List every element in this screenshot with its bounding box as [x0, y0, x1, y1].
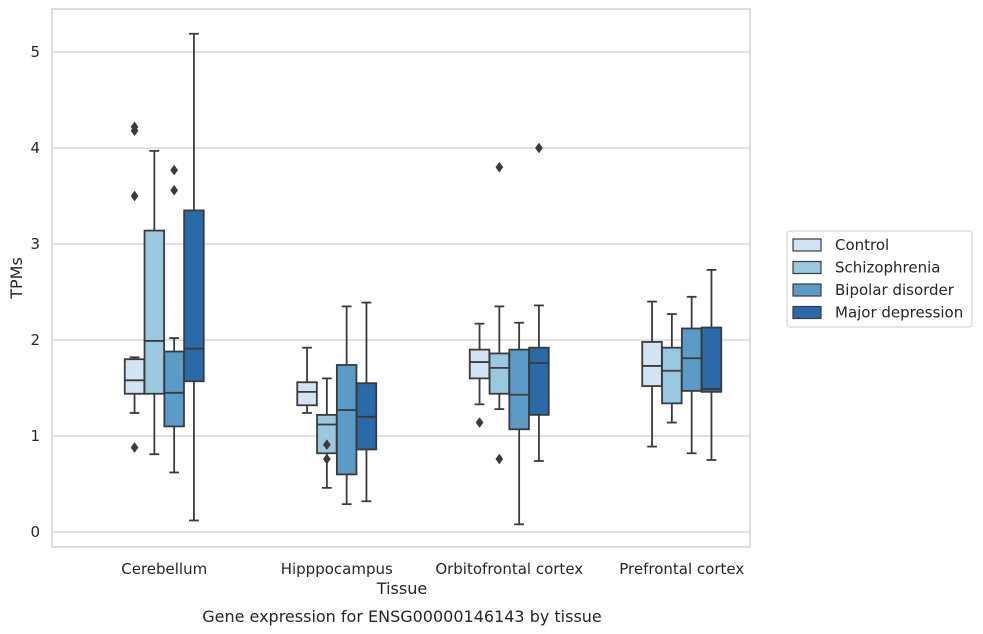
chart-caption: Gene expression for ENSG00000146143 by t… [202, 607, 602, 626]
box [163, 164, 185, 474]
legend-swatch [792, 283, 822, 297]
y-tick-label: 5 [30, 43, 40, 61]
series-major-depression [183, 32, 723, 522]
boxes-layer [123, 32, 723, 526]
box [335, 305, 358, 506]
box [488, 161, 511, 465]
box [296, 346, 318, 414]
plot-area-frame [51, 8, 751, 548]
box-body [508, 348, 530, 431]
outlier-point [495, 161, 504, 173]
y-tick-label: 3 [30, 235, 40, 253]
y-tick-label: 4 [30, 139, 40, 157]
y-tick-labels: 0 1 2 3 4 5 [30, 43, 40, 541]
y-tick-label: 2 [30, 331, 40, 349]
box [508, 321, 530, 526]
legend-item: Bipolar disorder [792, 281, 955, 299]
outlier-point [535, 142, 543, 154]
box [528, 142, 550, 462]
box-body [700, 326, 723, 393]
x-tick-labels: Cerebellum Hipppocampus Orbitofrontal cort… [121, 560, 744, 578]
box-body [488, 352, 511, 395]
legend-label: Control [835, 236, 889, 254]
box-body [296, 381, 318, 407]
outlier-point [170, 164, 179, 176]
series-bipolar-disorder [163, 164, 703, 526]
outlier-point [130, 121, 139, 133]
x-tick-label: Prefrontal cortex [619, 560, 744, 578]
box-body [123, 358, 146, 395]
x-axis-title: Tissue [376, 579, 427, 598]
series-schizophrenia [143, 149, 683, 489]
legend: Control Schizophrenia Bipolar disorder Majo… [786, 230, 973, 328]
outlier-point [130, 442, 139, 453]
legend-swatch [792, 238, 822, 252]
box-body [335, 364, 358, 476]
box [355, 301, 378, 503]
box-body [163, 350, 185, 428]
y-axis-title: TPMs [7, 257, 26, 300]
box [143, 149, 166, 456]
legend-label: Major depression [835, 304, 963, 322]
box-body [468, 348, 491, 380]
box [123, 121, 146, 453]
x-tick-label: Hipppocampus [281, 560, 393, 578]
x-tick-label: Cerebellum [121, 560, 207, 578]
outlier-point [322, 453, 331, 465]
box [183, 32, 205, 522]
x-tick-label: Orbitofrontal cortex [435, 560, 583, 578]
grid-lines [52, 51, 750, 533]
box-body [680, 327, 703, 392]
y-tick-label: 1 [30, 427, 40, 445]
legend-item: Major depression [792, 304, 963, 322]
legend-swatch [792, 305, 822, 320]
legend-label: Schizophrenia [835, 259, 940, 277]
box [641, 300, 663, 448]
legend-label: Bipolar disorder [835, 281, 955, 299]
outlier-point [475, 417, 484, 428]
box [316, 377, 338, 489]
box [661, 313, 683, 424]
legend-frame [786, 230, 973, 328]
box-body [661, 346, 683, 405]
box-body [183, 209, 205, 383]
outlier-point [130, 190, 139, 202]
y-tick-label: 0 [30, 523, 40, 541]
outlier-point [170, 184, 179, 196]
legend-swatch [792, 260, 822, 275]
outlier-point [495, 453, 504, 465]
box-body [528, 346, 550, 416]
legend-item: Control [792, 236, 889, 254]
box [468, 322, 491, 428]
box [680, 295, 703, 455]
series-control [123, 121, 663, 453]
outlier-point [322, 439, 331, 451]
box-body [641, 341, 663, 387]
box-body [143, 229, 166, 395]
legend-item: Schizophrenia [792, 259, 940, 277]
box [700, 269, 723, 461]
